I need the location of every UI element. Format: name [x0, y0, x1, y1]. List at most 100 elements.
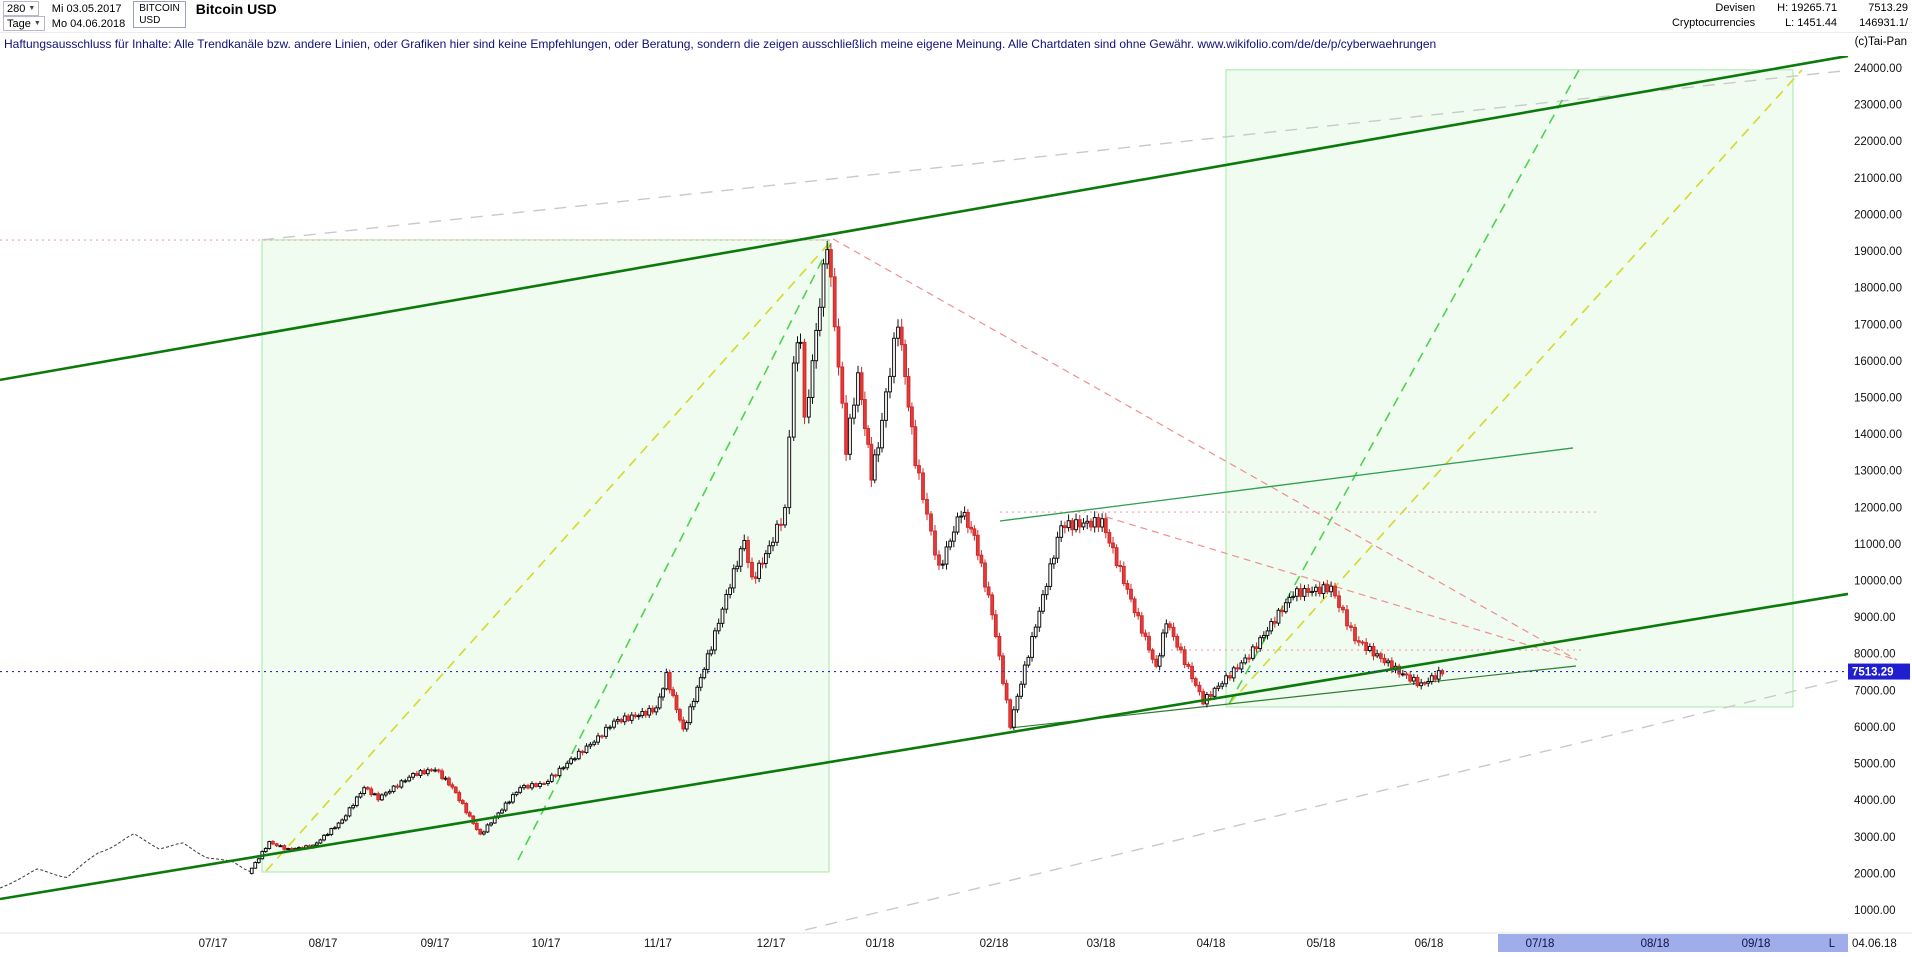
candle-down: [422, 770, 427, 775]
gray-parallel-upper: [261, 70, 1845, 241]
candle-down: [997, 635, 1002, 657]
candle-up: [787, 436, 792, 509]
candle-up: [351, 805, 356, 809]
candle-down: [975, 534, 980, 556]
candle-down: [979, 554, 984, 564]
x-axis-label: 09/17: [421, 938, 450, 950]
candle-up: [724, 593, 729, 610]
y-axis-label: 9000.00: [1854, 612, 1896, 624]
candle-up: [1019, 683, 1024, 697]
candle-up: [403, 780, 408, 783]
bars-count-select[interactable]: 280 ▼: [3, 1, 40, 16]
candle-up: [1321, 584, 1326, 595]
candle-down: [969, 526, 974, 530]
candle-up: [322, 834, 326, 841]
candle-down: [1360, 641, 1365, 644]
candle-up: [622, 715, 627, 723]
candle-up: [485, 824, 490, 833]
candle-up: [798, 341, 803, 344]
candle-down: [1114, 547, 1119, 567]
candle-up: [1216, 685, 1221, 689]
candle-up: [955, 516, 960, 533]
candle-up: [1081, 522, 1086, 528]
candle-down: [1378, 653, 1383, 659]
candle-down: [464, 803, 469, 814]
candle-up: [817, 306, 822, 331]
candle-up: [1100, 518, 1105, 528]
candle-down: [906, 376, 911, 408]
y-axis-label: 16000.00: [1854, 356, 1902, 368]
candle-down: [910, 406, 914, 428]
x-axis-label: 02/18: [980, 938, 1009, 950]
x-axis-label: 08/17: [309, 938, 338, 950]
y-axis-label: 4000.00: [1854, 795, 1896, 807]
candle-up: [735, 565, 740, 570]
candle-up: [253, 862, 258, 869]
candle-up: [771, 541, 775, 547]
candle-up: [433, 769, 438, 772]
candle-up: [806, 396, 811, 418]
candle-down: [1193, 678, 1198, 686]
candle-up: [684, 722, 689, 730]
candle-up: [343, 815, 348, 821]
period-high-label: H: 19265.71: [1777, 2, 1838, 14]
candle-up: [256, 858, 261, 864]
candle-up: [576, 750, 581, 760]
candle-up: [852, 404, 856, 419]
candle-down: [1364, 642, 1369, 651]
candle-up: [340, 819, 345, 824]
candles: [249, 240, 1445, 875]
candle-down: [1107, 532, 1112, 544]
candle-down: [1089, 520, 1093, 528]
candle-up: [584, 745, 589, 754]
candle-down: [1341, 606, 1345, 611]
candle-up: [1261, 634, 1266, 639]
x-axis-label: 11/17: [644, 938, 672, 950]
candle-down: [678, 709, 682, 721]
candle-up: [518, 787, 523, 793]
candle-up: [731, 568, 736, 589]
period-select[interactable]: Tage ▼: [3, 16, 45, 31]
last-price-tag: [1848, 663, 1910, 680]
downtrend-from-ath: [832, 238, 1578, 661]
y-axis-label: 23000.00: [1854, 100, 1902, 112]
candle-up: [1085, 520, 1090, 524]
x-axis-label: 05/18: [1307, 938, 1336, 950]
candle-up: [1426, 681, 1431, 684]
candle-up: [407, 776, 412, 782]
candle-up: [1048, 563, 1053, 587]
candle-down: [1397, 665, 1402, 675]
y-axis-label: 10000.00: [1854, 576, 1902, 588]
pre-period-price-line: [0, 833, 251, 889]
candle-down: [917, 465, 921, 474]
candle-up: [1287, 596, 1292, 604]
candle-up: [380, 794, 384, 801]
candle-up: [716, 622, 721, 632]
candle-up: [876, 447, 881, 456]
candle-down: [1404, 673, 1409, 676]
candle-down: [933, 530, 937, 556]
candle-down: [1197, 684, 1202, 693]
candle-down: [1201, 691, 1206, 705]
y-axis-label: 1000.00: [1854, 905, 1896, 917]
x-axis-label: 07/18: [1526, 938, 1555, 950]
candle-up: [608, 726, 612, 729]
x-axis-label: 01/18: [866, 938, 895, 950]
x-axis-label: 04/18: [1197, 938, 1226, 950]
candle-up: [1436, 670, 1441, 680]
candle-up: [1030, 636, 1034, 658]
x-axis-label: 07/17: [199, 938, 228, 950]
candle-down: [650, 707, 655, 713]
downtrend-from-march: [1105, 516, 1578, 661]
candle-up: [657, 696, 662, 709]
candle-up: [391, 785, 396, 792]
candle-up: [425, 769, 430, 775]
y-axis-label: 17000.00: [1854, 319, 1902, 331]
symbol-box[interactable]: BITCOIN USD: [133, 1, 186, 28]
price-chart[interactable]: 24000.00 23000.00 22000.00 21000.00 20000.00…: [0, 54, 1912, 952]
x-axis-label: 08/18: [1641, 938, 1670, 950]
x-axis-label: 12/17: [757, 938, 786, 950]
candle-down: [681, 719, 686, 730]
candle-up: [1375, 653, 1380, 657]
candle-up: [1033, 626, 1038, 638]
